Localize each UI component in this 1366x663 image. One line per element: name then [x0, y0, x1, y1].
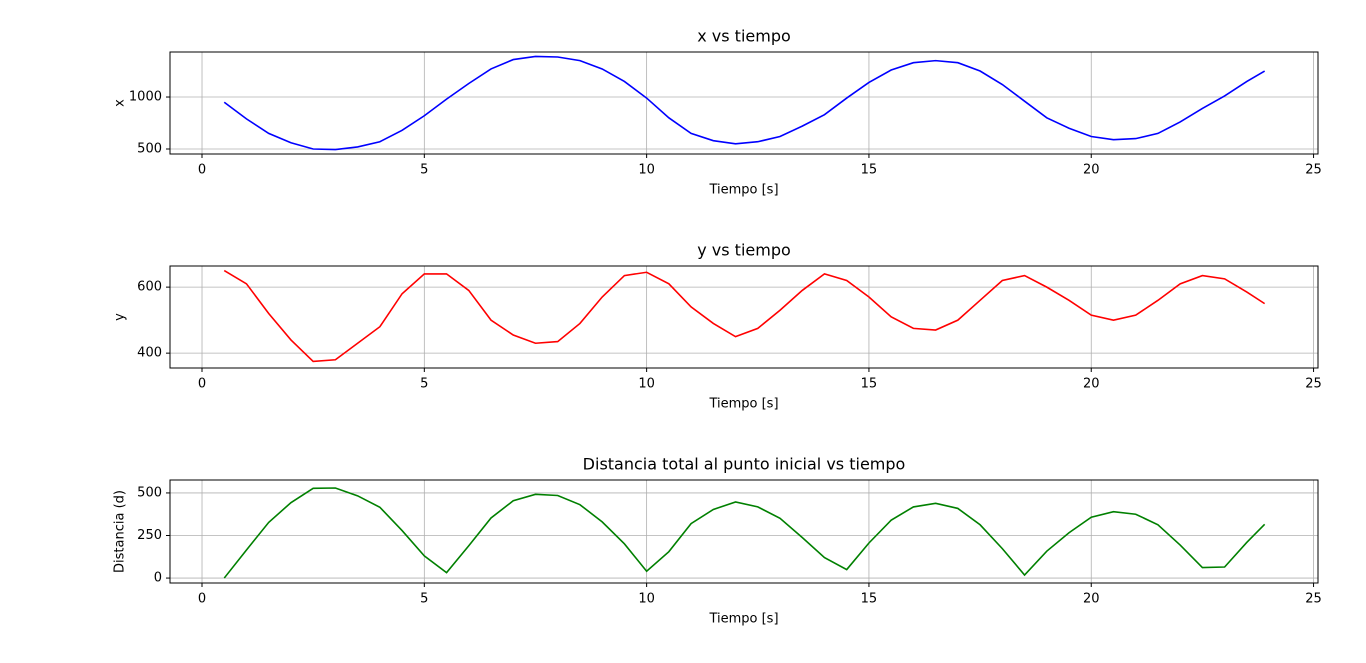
y-tick-label: 400: [137, 346, 162, 361]
x-tick-label: 15: [861, 163, 878, 178]
x-tick-label: 20: [1083, 592, 1100, 607]
x-axis-label: Tiempo [s]: [708, 397, 778, 412]
y-tick-label: 250: [137, 528, 162, 543]
axes-frame: [169, 479, 1319, 584]
y-tick-label: 0: [154, 571, 162, 586]
y-tick-label: 600: [137, 280, 162, 295]
x-tick-label: 5: [420, 163, 428, 178]
axes-frame: [169, 51, 1319, 155]
y-axis-label: Distancia (d): [113, 490, 128, 573]
x-tick-label: 0: [198, 592, 206, 607]
y-axis-label: y: [113, 313, 128, 321]
x-tick-label: 15: [861, 377, 878, 392]
data-line: [223, 55, 1266, 151]
x-tick-label: 10: [638, 163, 655, 178]
x-tick-label: 25: [1305, 592, 1322, 607]
chart-title: x vs tiempo: [697, 27, 791, 46]
x-tick-label: 0: [198, 163, 206, 178]
x-tick-label: 5: [420, 377, 428, 392]
data-line: [223, 487, 1266, 579]
x-tick-label: 25: [1305, 377, 1322, 392]
x-axis-label: Tiempo [s]: [708, 612, 778, 627]
x-tick-label: 20: [1083, 377, 1100, 392]
x-axis-label: Tiempo [s]: [708, 183, 778, 198]
x-tick-label: 25: [1305, 163, 1322, 178]
x-tick-label: 5: [420, 592, 428, 607]
y-tick-label: 500: [137, 142, 162, 157]
x-tick-label: 20: [1083, 163, 1100, 178]
x-tick-label: 10: [638, 377, 655, 392]
y-tick-label: 1000: [129, 90, 162, 105]
chart-title: y vs tiempo: [697, 241, 791, 260]
y-tick-label: 500: [137, 485, 162, 500]
axes-frame: [169, 265, 1319, 369]
x-tick-label: 10: [638, 592, 655, 607]
data-line: [223, 269, 1266, 363]
x-tick-label: 0: [198, 377, 206, 392]
x-tick-label: 15: [861, 592, 878, 607]
y-axis-label: x: [113, 99, 128, 107]
chart-title: Distancia total al punto inicial vs tiem…: [583, 455, 906, 474]
